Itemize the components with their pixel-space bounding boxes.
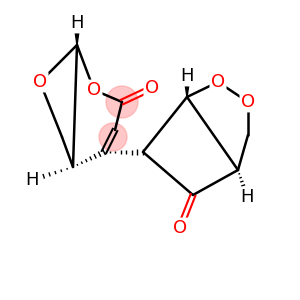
Text: O: O bbox=[87, 81, 101, 99]
Circle shape bbox=[99, 123, 127, 151]
Text: H: H bbox=[240, 188, 254, 206]
Polygon shape bbox=[74, 23, 80, 45]
Text: O: O bbox=[211, 73, 225, 91]
Text: O: O bbox=[241, 93, 255, 111]
Polygon shape bbox=[184, 76, 190, 97]
Text: O: O bbox=[173, 219, 187, 237]
Text: H: H bbox=[180, 67, 194, 85]
Circle shape bbox=[106, 86, 138, 118]
Text: H: H bbox=[25, 171, 39, 189]
Text: O: O bbox=[33, 73, 47, 91]
Text: H: H bbox=[70, 14, 84, 32]
Text: O: O bbox=[145, 79, 159, 97]
